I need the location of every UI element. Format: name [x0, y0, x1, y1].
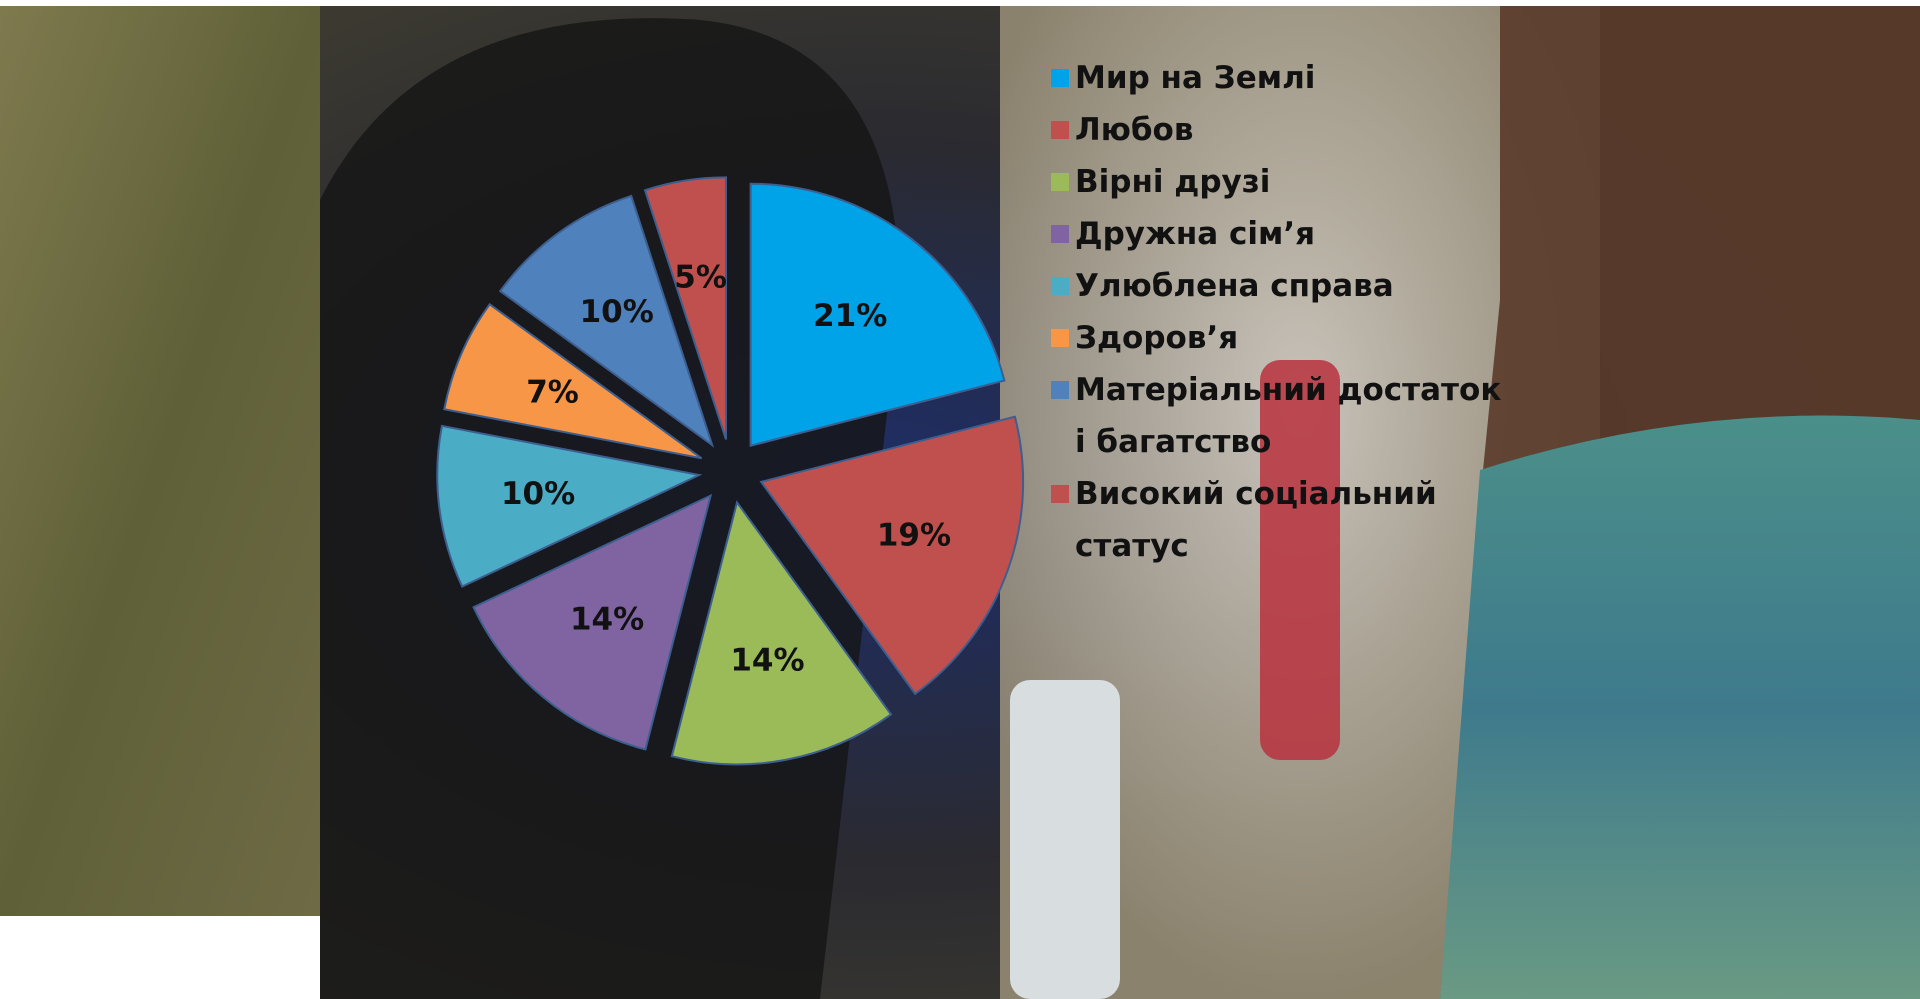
legend-label: Улюблена справа: [1075, 268, 1394, 304]
slice-label: 14%: [730, 642, 804, 678]
legend-item: Мир на Землі: [1047, 52, 1517, 104]
legend-swatch: [1051, 121, 1069, 139]
legend-label: Любов: [1075, 112, 1193, 148]
legend-label: Матеріальний достаток і багатство: [1075, 372, 1501, 460]
slice-label: 7%: [526, 374, 579, 410]
legend: Мир на Землі Любов Вірні друзі Дружна сім’я…: [1047, 52, 1517, 572]
legend-label: Вірні друзі: [1075, 164, 1270, 200]
legend-item: Улюблена справа: [1047, 260, 1517, 312]
background-photo: [1010, 680, 1120, 999]
legend-swatch: [1051, 225, 1069, 243]
legend-item: Любов: [1047, 104, 1517, 156]
legend-swatch: [1051, 173, 1069, 191]
background-photo: [0, 6, 320, 916]
legend-label: Дружна сім’я: [1075, 216, 1315, 252]
legend-swatch: [1051, 69, 1069, 87]
legend-swatch: [1051, 485, 1069, 503]
legend-item: Вірні друзі: [1047, 156, 1517, 208]
legend-item: Матеріальний достаток і багатство: [1047, 364, 1517, 468]
chart: 21% 19% 14% 14% 10% 7% 10% 5%: [0, 0, 1920, 999]
legend-item: Дружна сім’я: [1047, 208, 1517, 260]
slide: 21% 19% 14% 14% 10% 7% 10% 5% Мир на Землі Любов…: [0, 0, 1920, 999]
legend-item: Здоров’я: [1047, 312, 1517, 364]
slice-label: 21%: [813, 298, 887, 334]
legend-label: Мир на Землі: [1075, 60, 1315, 96]
legend-swatch: [1051, 381, 1069, 399]
slice-label: 5%: [674, 259, 727, 295]
legend-swatch: [1051, 277, 1069, 295]
legend-label: Високий соціальний статус: [1075, 476, 1437, 564]
legend-label: Здоров’я: [1075, 320, 1238, 356]
slice-label: 10%: [580, 294, 654, 330]
legend-swatch: [1051, 329, 1069, 347]
slice-label: 19%: [877, 517, 951, 553]
slice-label: 10%: [501, 476, 575, 512]
slice-label: 14%: [570, 601, 644, 637]
legend-item: Високий соціальний статус: [1047, 468, 1517, 572]
